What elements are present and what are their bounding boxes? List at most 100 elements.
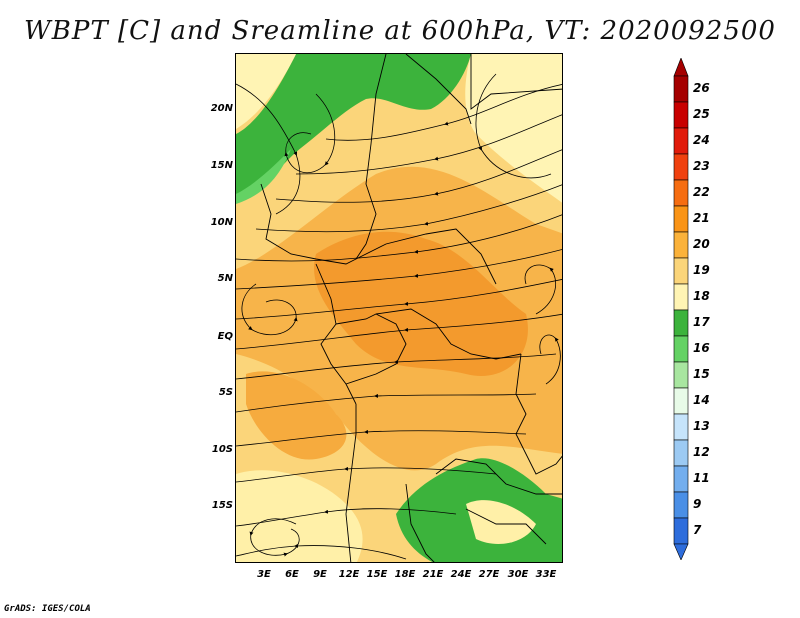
streamline	[249, 518, 300, 557]
lon-label: 30E	[507, 569, 529, 580]
border	[435, 458, 562, 495]
streamline	[236, 429, 527, 447]
colorbar-label: 12	[693, 445, 710, 459]
colorbar-cell	[673, 309, 689, 337]
colorbar-bottom-triangle	[673, 543, 689, 560]
streamline	[295, 114, 562, 175]
streamline	[275, 149, 562, 203]
border	[335, 313, 407, 385]
border	[355, 54, 387, 260]
lon-label: 18E	[394, 569, 416, 580]
lon-label: 21E	[422, 569, 444, 580]
lon-label: 24E	[450, 569, 472, 580]
lat-label: 20N	[210, 103, 233, 114]
colorbar	[673, 58, 689, 560]
colorbar-label: 24	[693, 133, 710, 147]
streamlines	[236, 73, 562, 560]
grads-credit: GrADS: IGES/COLA	[4, 604, 91, 614]
colorbar-cell	[673, 491, 689, 519]
colorbar-label: 14	[693, 393, 710, 407]
lon-label: 6E	[285, 569, 299, 580]
colorbar-label: 16	[693, 341, 710, 355]
wbpt-streamline-map	[236, 54, 562, 562]
colorbar-cell	[673, 361, 689, 389]
border	[470, 54, 562, 110]
colorbar-cell	[673, 439, 689, 467]
colorbar-cell	[673, 75, 689, 103]
colorbar-cell	[673, 127, 689, 155]
colorbar-label: 15	[693, 367, 710, 381]
streamline	[475, 73, 552, 179]
lon-label: 12E	[338, 569, 360, 580]
streamline	[284, 93, 336, 174]
colorbar-cell	[673, 153, 689, 181]
colorbar-label: 23	[693, 159, 710, 173]
lon-label: 9E	[313, 569, 327, 580]
field-northwest-yellow	[236, 54, 296, 129]
streamline	[539, 334, 561, 385]
lat-label: EQ	[217, 331, 233, 342]
streamline	[524, 264, 556, 315]
streamline	[236, 279, 562, 320]
lat-label: 15S	[211, 500, 233, 511]
colorbar-cell	[673, 517, 689, 545]
field-north-light-green	[236, 149, 291, 204]
lon-label: 15E	[366, 569, 388, 580]
lat-label: 10S	[211, 444, 233, 455]
colorbar-cell	[673, 179, 689, 207]
colorbar-label: 21	[693, 211, 710, 225]
streamline	[236, 214, 562, 262]
lon-label: 3E	[257, 569, 271, 580]
colorbar-label: 13	[693, 419, 710, 433]
colorbar-cell	[673, 101, 689, 129]
border	[345, 404, 357, 562]
colorbar-cell	[673, 283, 689, 311]
colorbar-cell	[673, 257, 689, 285]
colorbar-label: 19	[693, 263, 710, 277]
border	[515, 353, 562, 475]
colorbar-cell	[673, 413, 689, 441]
colorbar-label: 7	[693, 523, 702, 537]
field-south-yellow	[466, 500, 536, 544]
colorbar-cells	[673, 58, 689, 560]
streamline	[236, 249, 562, 290]
colorbar-label: 11	[693, 471, 710, 485]
colorbar-label: 20	[693, 237, 710, 251]
streamline	[236, 353, 557, 380]
field-hot-core	[314, 231, 528, 376]
streamline	[325, 84, 562, 141]
field-north-green	[236, 54, 471, 194]
streamline	[236, 313, 562, 350]
border	[405, 54, 472, 125]
lat-label: 10N	[210, 217, 233, 228]
border	[375, 308, 522, 360]
field-southwest-warm	[246, 371, 347, 460]
border	[260, 183, 357, 265]
colorbar-label: 18	[693, 289, 710, 303]
colorbar-label: 9	[693, 497, 702, 511]
colorbar-cell	[673, 465, 689, 493]
colorbar-label: 25	[693, 107, 710, 121]
colorbar-cell	[673, 231, 689, 259]
lat-label: 5S	[218, 387, 233, 398]
streamline	[255, 184, 562, 233]
colorbar-label: 22	[693, 185, 710, 199]
lon-label: 33E	[535, 569, 557, 580]
streamline	[236, 466, 497, 483]
map-panel	[235, 53, 563, 563]
chart-title: WBPT [C] and Sreamline at 600hPa, VT: 20…	[24, 16, 776, 46]
streamline	[241, 283, 298, 336]
colorbar-cell	[673, 205, 689, 233]
lon-label: 27E	[478, 569, 500, 580]
colorbar-top-triangle	[673, 58, 689, 77]
streamline	[236, 393, 537, 413]
border	[465, 508, 547, 545]
colorbar-cell	[673, 335, 689, 363]
colorbar-label: 26	[693, 81, 710, 95]
colorbar-label: 17	[693, 315, 710, 329]
colorbar-cell	[673, 387, 689, 415]
border	[355, 228, 497, 285]
lat-label: 5N	[217, 273, 233, 284]
lat-label: 15N	[210, 160, 233, 171]
border	[405, 483, 435, 562]
